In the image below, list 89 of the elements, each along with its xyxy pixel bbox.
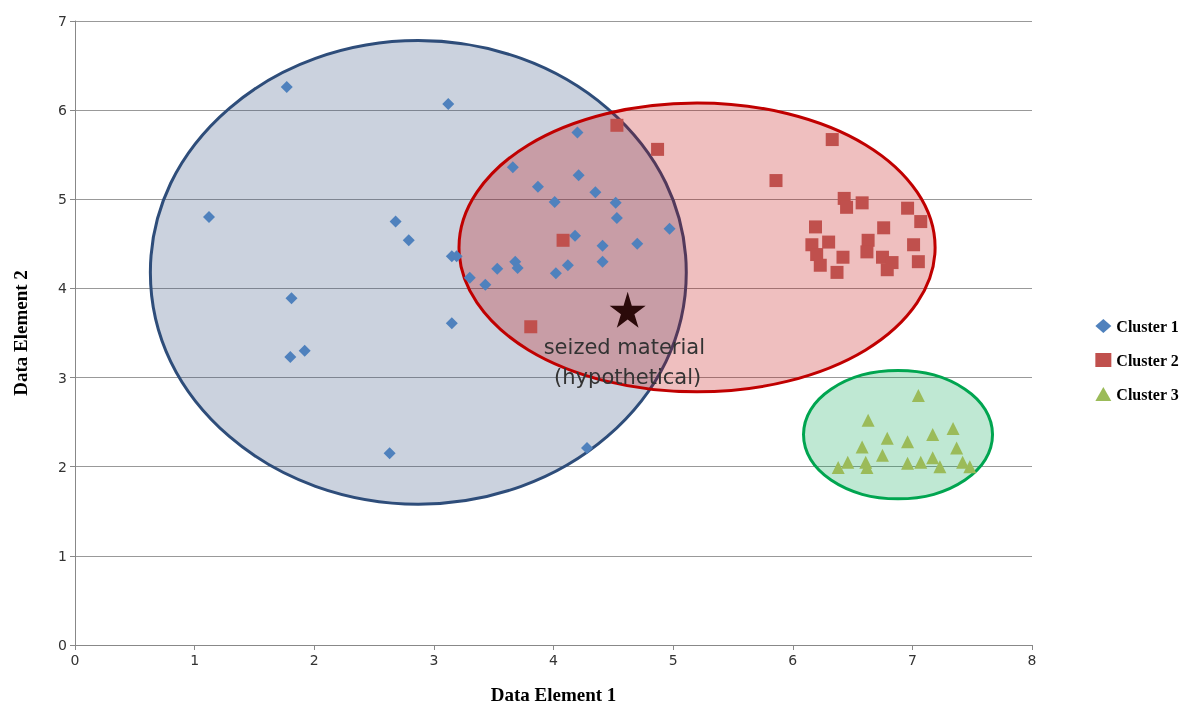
x-tick-label: 1	[190, 652, 200, 668]
legend-label: Cluster 1	[1116, 317, 1179, 335]
point	[822, 235, 836, 249]
y-tick-label: 3	[58, 369, 67, 386]
point	[860, 245, 874, 259]
point	[442, 97, 455, 110]
x-tick-label: 5	[668, 652, 678, 668]
point	[596, 255, 609, 268]
y-tick-label: 4	[58, 280, 68, 297]
point	[911, 388, 925, 402]
point	[956, 455, 970, 469]
point	[202, 211, 215, 224]
point	[911, 255, 925, 269]
point	[610, 118, 624, 132]
point	[933, 460, 947, 474]
x-tick-label: 2	[309, 652, 319, 668]
x-axis-title: Data Element 1	[490, 684, 617, 705]
point	[880, 431, 894, 445]
point	[963, 460, 977, 474]
y-axis-title: Data Element 2	[10, 270, 31, 396]
point	[610, 212, 623, 225]
point	[491, 262, 504, 275]
point	[914, 215, 928, 229]
point	[549, 267, 562, 280]
point	[877, 221, 891, 235]
point	[284, 351, 297, 364]
point	[813, 258, 827, 272]
x-tick-label: 3	[429, 652, 439, 668]
point	[825, 133, 839, 147]
point	[445, 317, 458, 330]
point	[589, 186, 602, 199]
point	[463, 271, 476, 284]
point	[383, 447, 396, 460]
point	[548, 195, 561, 208]
point	[901, 435, 915, 449]
point	[580, 441, 593, 454]
point	[830, 265, 844, 279]
point	[907, 238, 921, 252]
point	[875, 448, 889, 462]
point	[926, 451, 940, 465]
point	[880, 263, 894, 277]
point	[831, 461, 845, 475]
y-tick-label: 0	[58, 637, 67, 653]
point	[651, 142, 665, 156]
legend-label: Cluster 3	[1116, 385, 1179, 403]
point	[402, 234, 415, 247]
point	[769, 174, 783, 188]
point	[479, 278, 492, 291]
y-tick-label: 7	[58, 13, 67, 29]
point	[841, 455, 855, 469]
point	[840, 200, 854, 214]
x-tick-label: 0	[70, 652, 80, 668]
point	[298, 344, 311, 357]
point	[572, 169, 585, 182]
point	[808, 220, 822, 234]
point	[571, 126, 584, 139]
point	[285, 292, 298, 305]
point	[855, 196, 869, 210]
point	[836, 250, 850, 264]
point	[609, 196, 622, 209]
point	[596, 239, 609, 252]
point	[280, 80, 293, 93]
point	[861, 413, 875, 427]
point	[561, 259, 574, 272]
x-tick-label: 4	[549, 652, 559, 668]
point	[901, 456, 915, 470]
x-tick-label: 6	[788, 652, 798, 668]
y-tick-label: 5	[58, 191, 67, 208]
y-tick-label: 6	[58, 102, 68, 119]
x-tick-label: 8	[1027, 652, 1037, 668]
point	[389, 215, 402, 228]
x-tick-label: 7	[907, 652, 917, 668]
point	[524, 320, 538, 334]
y-tick-label: 2	[58, 458, 67, 475]
point	[556, 233, 570, 247]
point	[926, 428, 940, 442]
point	[901, 201, 915, 215]
point	[506, 161, 519, 174]
legend-label: Cluster 2	[1116, 351, 1179, 369]
point	[609, 291, 646, 328]
point	[631, 237, 644, 250]
point	[569, 229, 582, 242]
point	[946, 421, 960, 435]
point	[914, 455, 928, 469]
point	[950, 441, 964, 455]
point	[855, 440, 869, 454]
y-tick-label: 1	[58, 547, 67, 564]
point	[663, 222, 676, 235]
point	[531, 180, 544, 193]
